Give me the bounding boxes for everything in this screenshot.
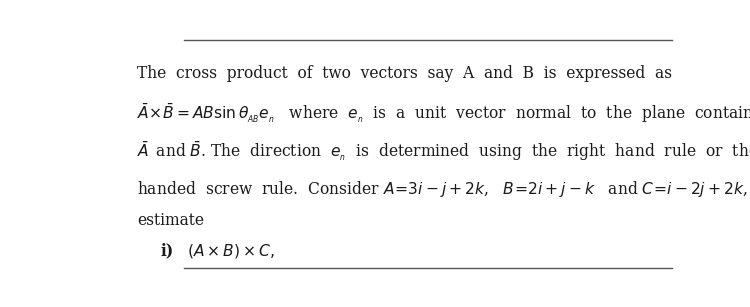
Text: The  cross  product  of  two  vectors  say  A  and  B  is  expressed  as: The cross product of two vectors say A a… — [137, 65, 672, 82]
Text: $\bar{A}\!\times\!\bar{B} = AB\sin\theta_{_{AB}}e_{_n}$   where  $e_{_n}$  is  a: $\bar{A}\!\times\!\bar{B} = AB\sin\theta… — [137, 101, 750, 125]
Text: estimate: estimate — [137, 212, 204, 228]
Text: $\bar{A}\,$ and $\bar{B}$. The  direction  $e_{_n}$  is  determined  using  the : $\bar{A}\,$ and $\bar{B}$. The direction… — [137, 140, 750, 163]
Text: $(A\times B)\times C,$: $(A\times B)\times C,$ — [187, 242, 274, 260]
Text: handed  screw  rule.  Consider $A\!=\!3i-j+2k$,   $B\!=\!2i+j-k$   and $C\!=\!i-: handed screw rule. Consider $A\!=\!3i-j+… — [137, 179, 748, 199]
Text: i): i) — [160, 242, 174, 259]
